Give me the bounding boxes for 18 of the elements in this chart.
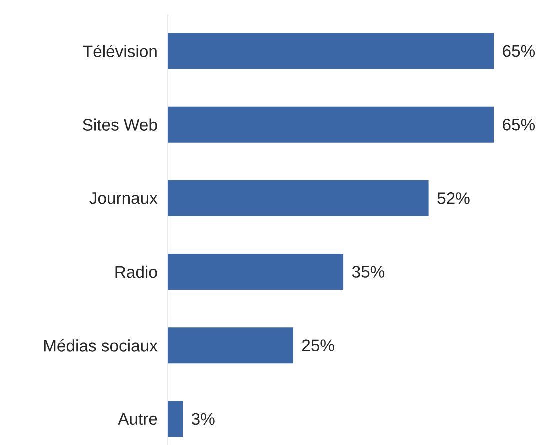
- data-label: 3%: [192, 413, 215, 426]
- data-label: 65%: [503, 118, 536, 131]
- bar: [168, 328, 294, 364]
- bar: [168, 33, 494, 70]
- y-tick-label: Sites Web: [83, 118, 158, 131]
- bar: [168, 180, 429, 216]
- y-tick-label: Radio: [116, 266, 158, 278]
- data-label: 25%: [302, 340, 334, 352]
- data-label: 52%: [438, 192, 470, 204]
- y-tick-label: Médias sociaux: [44, 339, 158, 352]
- data-label: 65%: [503, 45, 536, 58]
- data-label: 35%: [352, 266, 385, 278]
- bar: [168, 401, 184, 438]
- y-tick-label: Autre: [118, 413, 158, 426]
- bar: [168, 106, 494, 143]
- y-tick-label: Télévision: [83, 45, 157, 58]
- y-tick-label: Journaux: [90, 192, 158, 204]
- bar: [168, 254, 344, 290]
